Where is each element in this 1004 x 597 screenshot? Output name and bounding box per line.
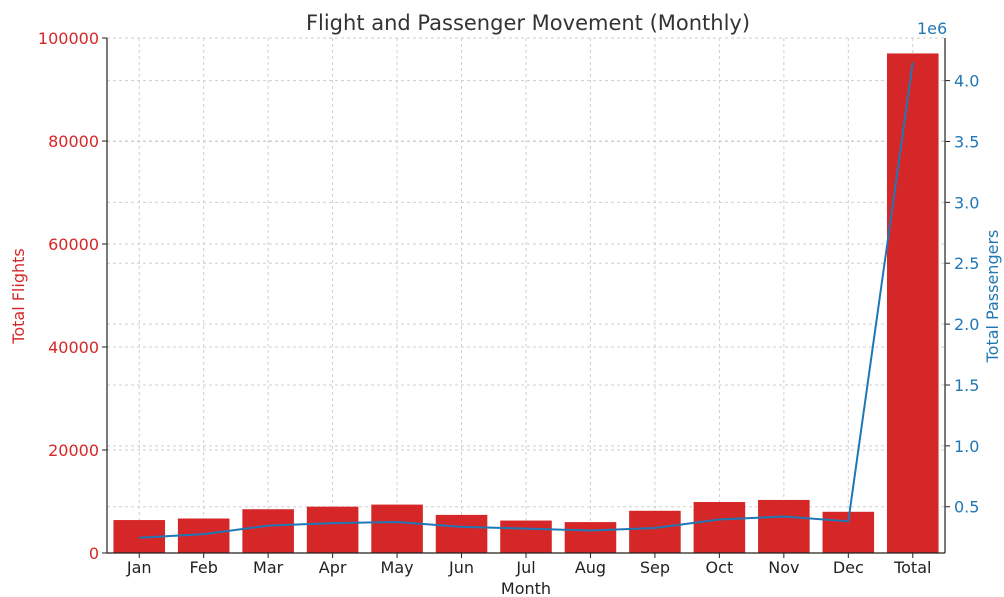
x-tick-label-sep: Sep — [640, 558, 670, 577]
y-left-tick-label: 0 — [89, 544, 99, 563]
bar-oct — [694, 502, 746, 553]
bar-may — [371, 505, 423, 553]
y-right-tick-label: 3.5 — [954, 132, 979, 151]
x-tick-label-apr: Apr — [319, 558, 347, 577]
y-right-axis-label: Total Passengers — [983, 230, 1002, 364]
x-axis-label: Month — [501, 579, 551, 597]
x-tick-label-mar: Mar — [253, 558, 284, 577]
x-tick-label-feb: Feb — [190, 558, 218, 577]
y-left-tick-label: 100000 — [38, 29, 99, 48]
x-tick-label-oct: Oct — [706, 558, 734, 577]
y-left-tick-label: 20000 — [48, 441, 99, 460]
x-tick-label-jan: Jan — [126, 558, 152, 577]
x-tick-label-dec: Dec — [833, 558, 864, 577]
y-right-tick-label: 1.5 — [954, 376, 979, 395]
y-left-tick-label: 40000 — [48, 338, 99, 357]
x-tick-label-jun: Jun — [448, 558, 474, 577]
y-right-tick-label: 4.0 — [954, 72, 979, 91]
y-left-tick-label: 80000 — [48, 132, 99, 151]
y-right-tick-label: 0.5 — [954, 498, 979, 517]
bar-jun — [436, 515, 488, 553]
bar-apr — [307, 507, 359, 553]
x-tick-label-jul: Jul — [515, 558, 535, 577]
bar-nov — [758, 500, 810, 553]
chart-title: Flight and Passenger Movement (Monthly) — [306, 11, 750, 35]
x-tick-label-may: May — [381, 558, 414, 577]
bar-mar — [242, 509, 294, 553]
bar-total — [887, 53, 939, 553]
y-right-tick-label: 2.5 — [954, 254, 979, 273]
x-tick-label-total: Total — [893, 558, 931, 577]
y-right-offset-label: 1e6 — [917, 19, 947, 38]
y-right-tick-label: 3.0 — [954, 193, 979, 212]
grid — [107, 38, 945, 553]
ticks: 0 20000 40000 60000 80000 100000 0.5 1.0 1.5 2.0 2… — [38, 29, 980, 577]
y-left-axis-label: Total Flights — [9, 248, 28, 344]
bar-aug — [565, 522, 617, 553]
y-left-tick-label: 60000 — [48, 235, 99, 254]
y-right-tick-label: 1.0 — [954, 437, 979, 456]
axes-frame — [107, 38, 945, 553]
y-right-tick-label: 2.0 — [954, 315, 979, 334]
bar-jul — [500, 521, 552, 553]
x-tick-label-nov: Nov — [768, 558, 799, 577]
bar-sep — [629, 511, 681, 553]
x-tick-label-aug: Aug — [575, 558, 606, 577]
